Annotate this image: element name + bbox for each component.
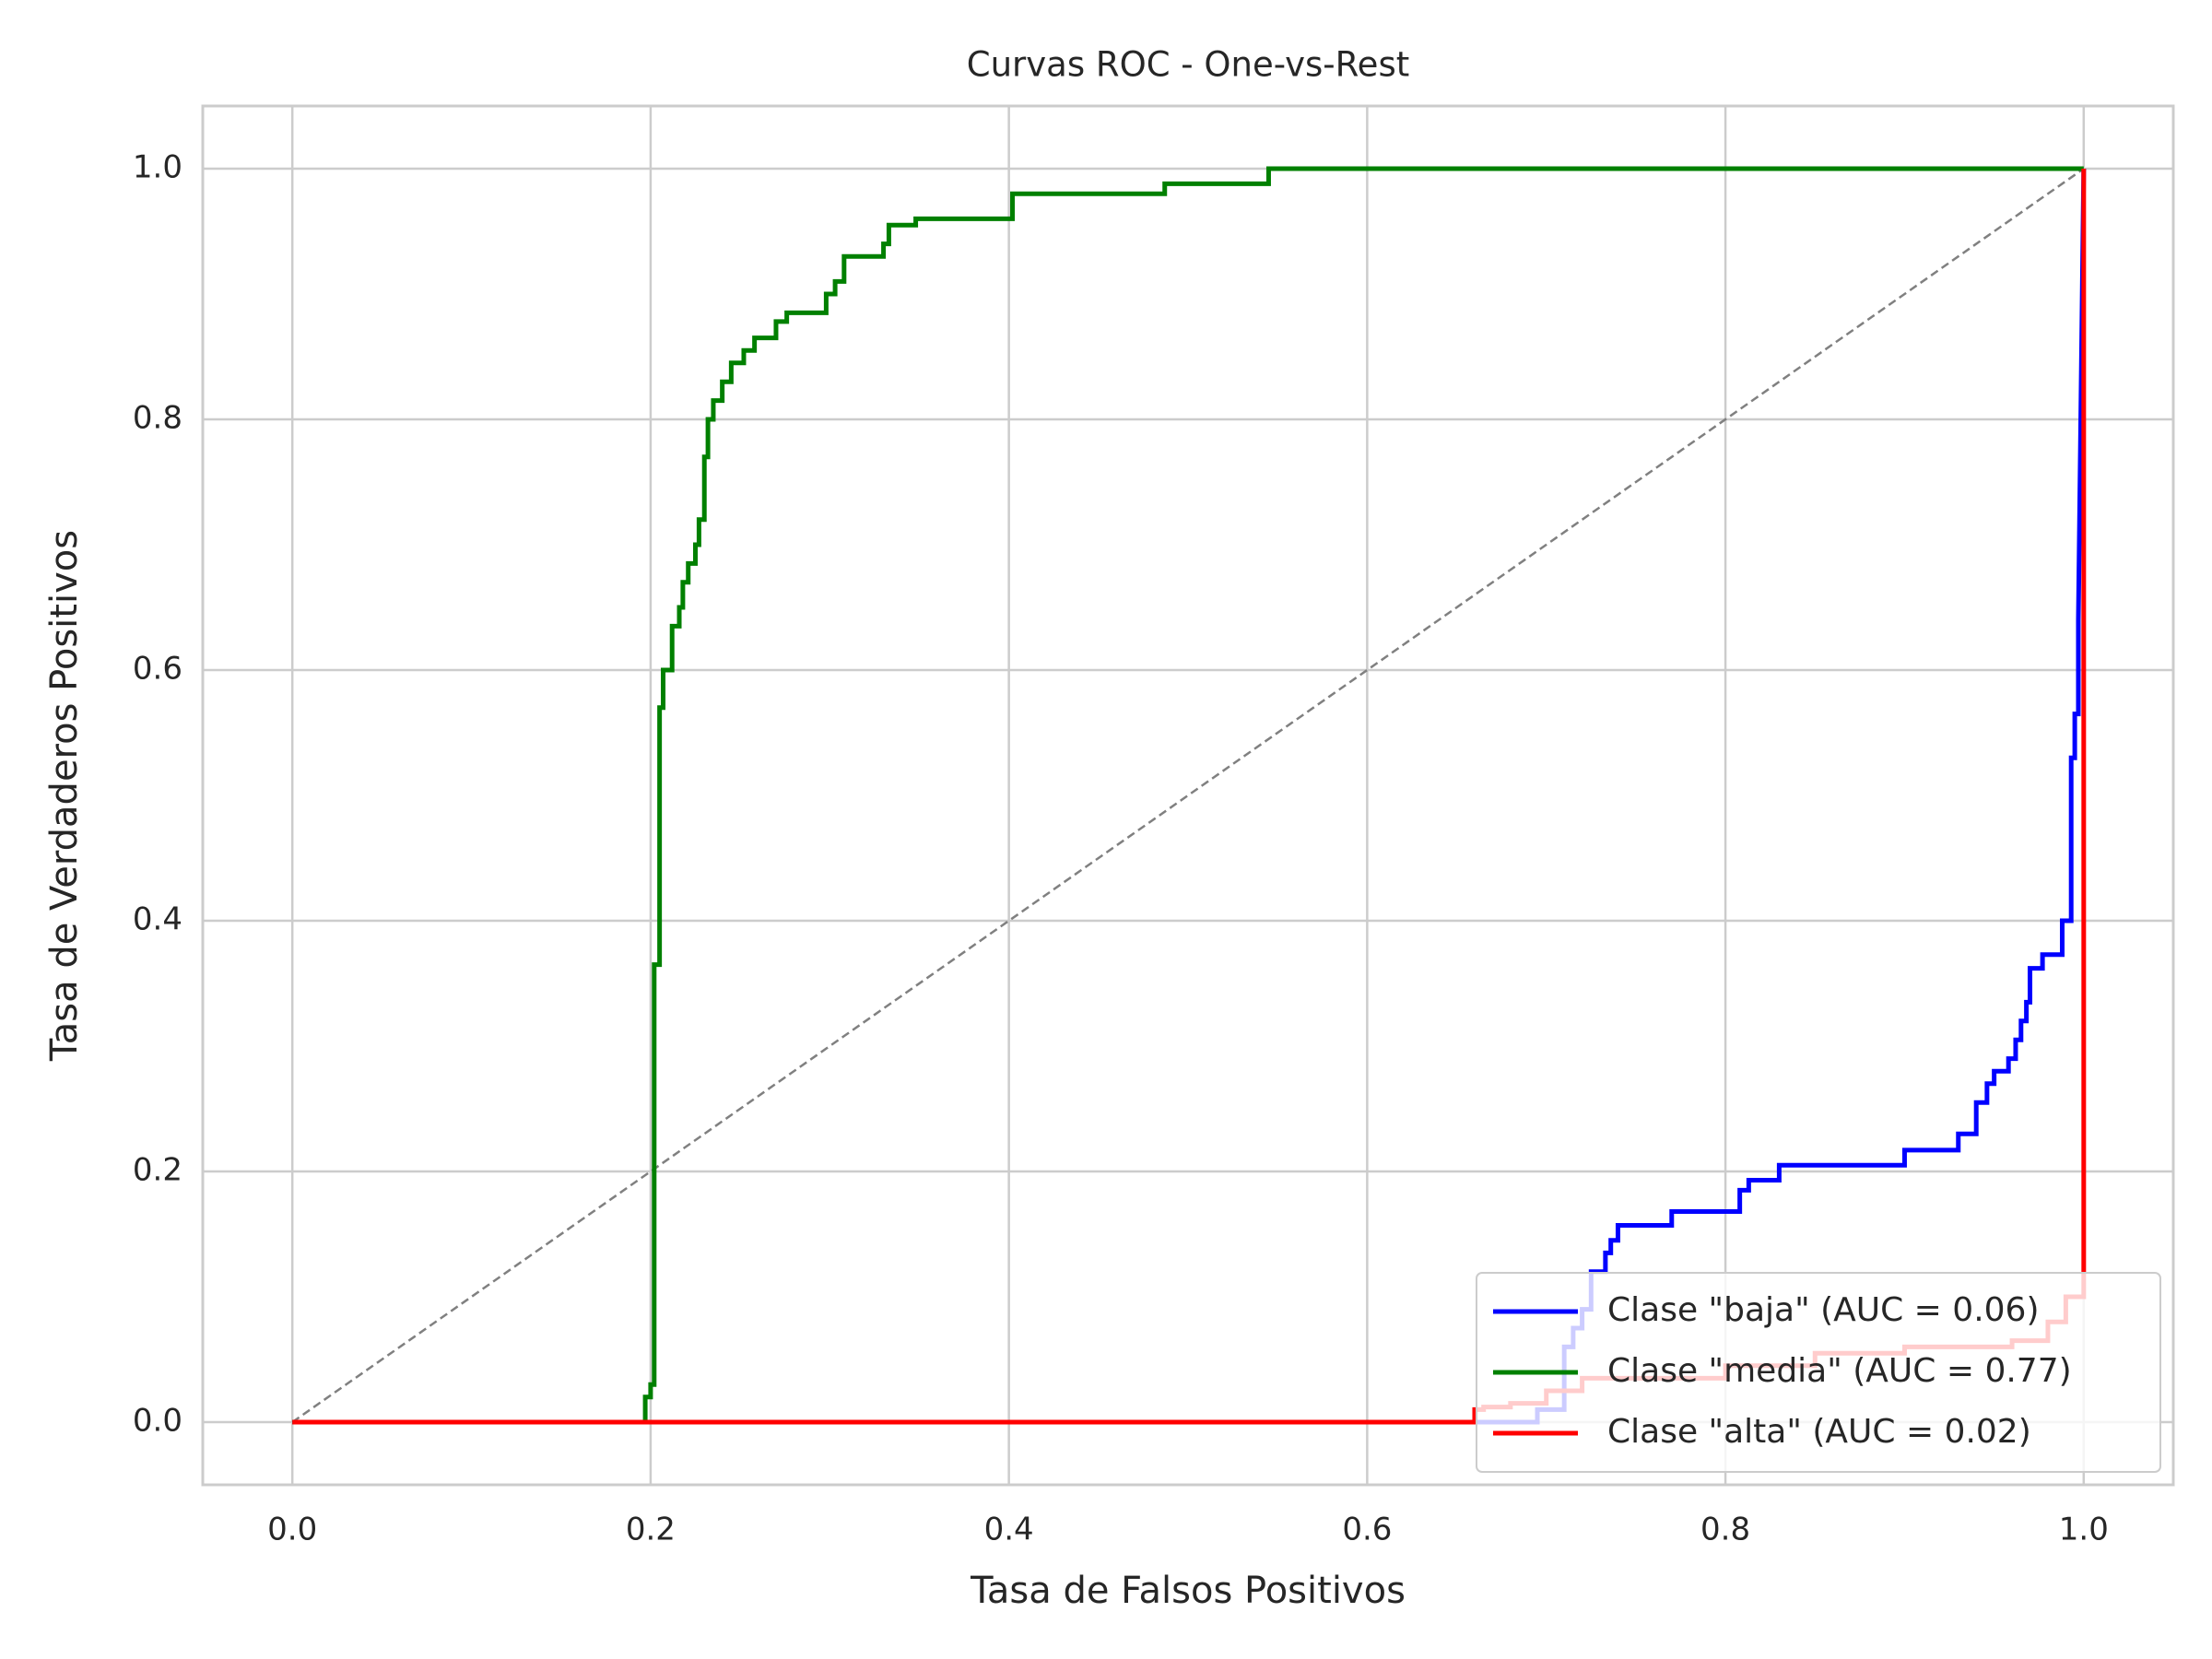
y-tick-label: 0.8 — [133, 400, 182, 437]
x-axis-label: Tasa de Falsos Positivos — [970, 1570, 1406, 1612]
reference-line — [291, 167, 2085, 1424]
legend-label: Clase "baja" (AUC = 0.06) — [1607, 1291, 2040, 1329]
legend-label: Clase "media" (AUC = 0.77) — [1607, 1352, 2072, 1390]
y-tick-label: 0.6 — [133, 651, 182, 688]
grid — [203, 106, 2173, 1485]
y-tick-label: 0.4 — [133, 901, 182, 938]
y-tick-label: 0.0 — [133, 1403, 182, 1440]
x-tick-label: 1.0 — [2059, 1512, 2109, 1548]
y-tick-label: 0.2 — [133, 1152, 182, 1189]
x-tick-label: 0.2 — [626, 1512, 676, 1548]
legend-label: Clase "alta" (AUC = 0.02) — [1607, 1413, 2031, 1451]
chart-title: Curvas ROC - One-vs-Rest — [967, 45, 1409, 85]
x-tick-label: 0.0 — [267, 1512, 317, 1548]
y-axis-label: Tasa de Verdaderos Positivos — [43, 530, 86, 1062]
axes-frame — [201, 104, 2175, 1487]
legend: Clase "baja" (AUC = 0.06) Clase "media" (… — [1476, 1272, 2161, 1473]
x-tick-label: 0.4 — [984, 1512, 1034, 1548]
tick-labels: 0.0 0.2 0.4 0.6 0.8 1.0 0.0 0.2 0.4 0.6 0.8 1.0 — [133, 149, 2109, 1548]
series-line — [292, 166, 2084, 1425]
x-tick-label: 0.8 — [1700, 1512, 1750, 1548]
x-tick-label: 0.6 — [1342, 1512, 1392, 1548]
legend-box — [1476, 1272, 2161, 1473]
y-tick-label: 1.0 — [133, 149, 182, 186]
